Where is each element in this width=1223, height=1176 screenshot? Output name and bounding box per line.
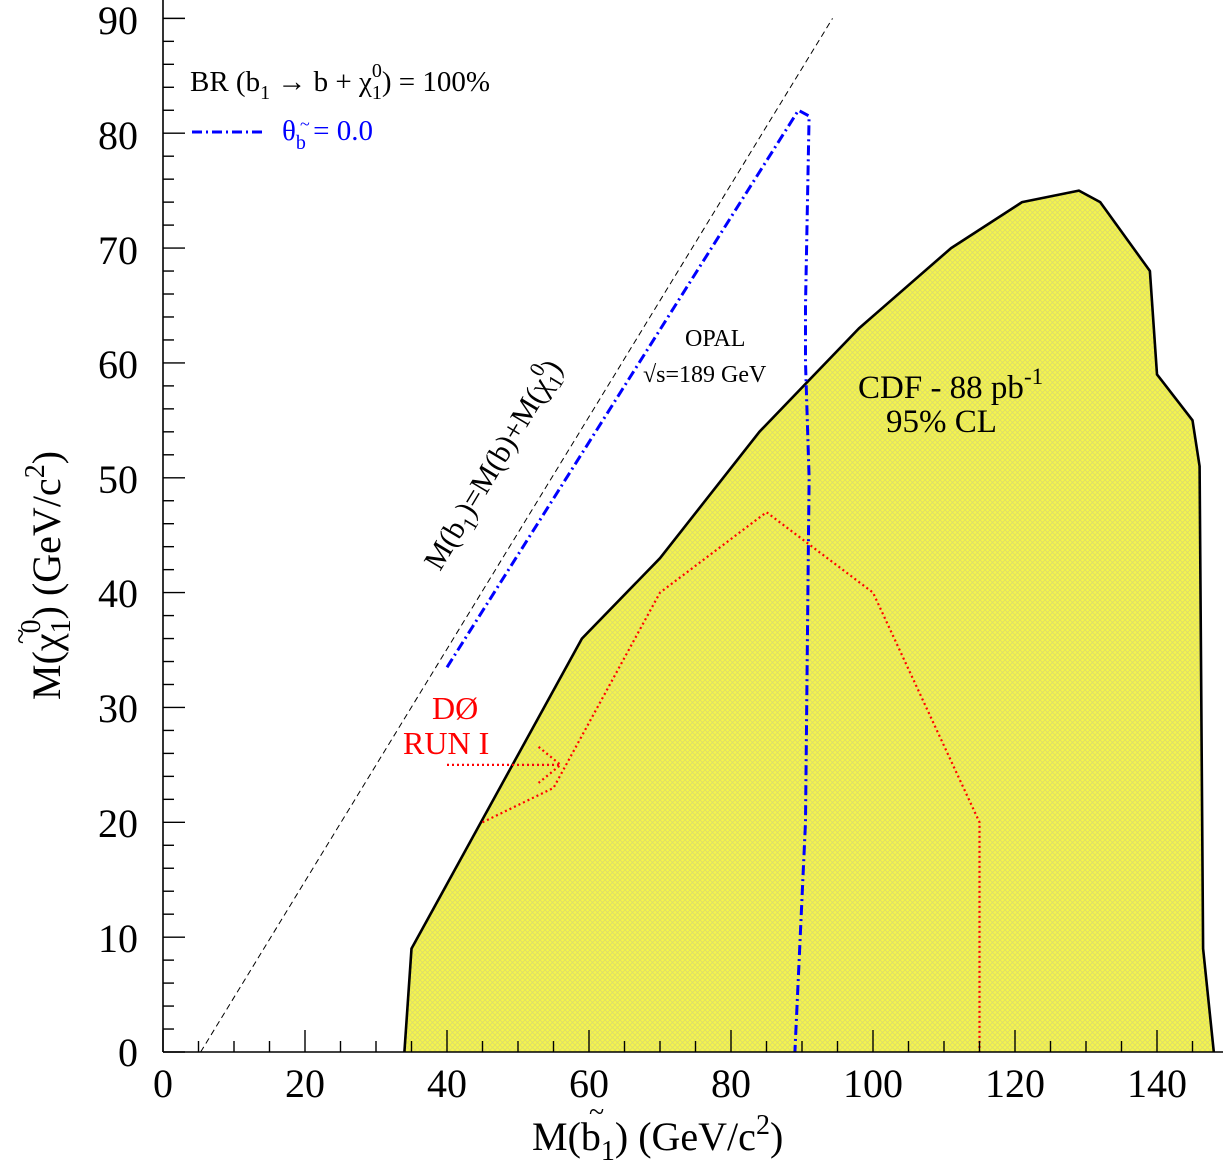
- y-tick-label: 30: [98, 686, 138, 731]
- legend-br-part: ) = 100%: [382, 66, 490, 98]
- y-axis-title: M(χ10) (GeV/c2) ~: [6, 451, 77, 700]
- x-tick-labels: 0 20 40 60 80 100 120 140: [153, 1061, 1187, 1106]
- legend: BR (b1 → b + χ10) = 100% θb = 0.0 ~: [190, 60, 490, 154]
- legend-opal-part: = 0.0: [306, 115, 373, 147]
- x-title-part: ) (GeV/c: [615, 1114, 756, 1159]
- plot-frame: [162, 0, 1223, 1053]
- x-title-part: b: [581, 1114, 601, 1159]
- legend-br-part: 0: [372, 60, 382, 82]
- y-tick-label: 50: [98, 457, 138, 502]
- y-title-part: 1: [46, 619, 77, 633]
- kinematic-limit-line: [200, 18, 833, 1053]
- opal-contour: [445, 108, 811, 1053]
- legend-br-part: BR (: [190, 66, 246, 98]
- legend-br-part: 1: [260, 82, 270, 104]
- y-tick-label: 60: [98, 342, 138, 387]
- x-tick-label: 40: [427, 1061, 467, 1106]
- cdf-excluded-region: [404, 190, 1214, 1053]
- y-title-part: ) (GeV/c: [24, 478, 69, 619]
- legend-br-part: b: [246, 66, 261, 98]
- y-title-part: ): [24, 451, 69, 464]
- cdf-region-outline: [403, 189, 1216, 1053]
- opal-label-line2: √s=189 GeV: [643, 362, 767, 388]
- x-tick-label: 80: [711, 1061, 751, 1106]
- opal-label-part: √: [643, 362, 657, 388]
- legend-br-text: BR (b1 → b + χ10) = 100%: [190, 60, 490, 104]
- y-tick-label: 10: [98, 916, 138, 961]
- d0-label-line1: DØ: [432, 690, 478, 726]
- legend-br-part: 1: [372, 82, 382, 104]
- kin-label-part: )=M(b)+M(: [450, 383, 552, 522]
- opal-label: OPAL √s=189 GeV: [643, 326, 767, 388]
- kinematic-line-label: M(b1)=M(b)+M(χ10): [412, 350, 574, 578]
- y-title-part: χ: [24, 633, 69, 652]
- cdf-label-line2: 95% CL: [886, 404, 997, 440]
- x-tick-label: 120: [985, 1061, 1045, 1106]
- legend-br-part: → b +: [270, 66, 359, 98]
- d0-contour: [482, 510, 981, 1052]
- d0-label-line2: RUN I: [403, 725, 489, 761]
- x-tick-label: 0: [153, 1061, 173, 1106]
- y-tick-label: 0: [118, 1030, 138, 1075]
- y-tick-label: 70: [98, 228, 138, 273]
- y-title-part: M(: [24, 651, 69, 700]
- y-title-part: 2: [20, 464, 51, 478]
- axis-ticks: [162, 17, 1194, 1053]
- cdf-label-part: -1: [1024, 364, 1043, 389]
- x-title-part: 1: [601, 1136, 615, 1167]
- svg-text:M(χ10) (GeV/c2): M(χ10) (GeV/c2): [16, 451, 77, 700]
- d0-label: DØ RUN I: [403, 690, 489, 761]
- x-title-part: ): [770, 1114, 783, 1159]
- legend-opal-tilde: ~: [300, 114, 310, 134]
- y-tick-label: 90: [98, 0, 138, 43]
- y-title-part: 0: [16, 619, 47, 633]
- cdf-label-part: CDF - 88 pb: [858, 370, 1024, 406]
- svg-text:M(b1) (GeV/c2): M(b1) (GeV/c2): [532, 1110, 783, 1167]
- x-axis-title: M(b1) (GeV/c2) ~: [532, 1097, 783, 1167]
- x-title-part: M(: [532, 1114, 581, 1159]
- cdf-label-line1: CDF - 88 pb-1: [858, 364, 1043, 406]
- y-tick-label: 20: [98, 801, 138, 846]
- x-title-part: 2: [756, 1110, 770, 1141]
- x-tick-label: 140: [1127, 1061, 1187, 1106]
- legend-opal-part: θ: [282, 115, 296, 147]
- y-tick-label: 40: [98, 571, 138, 616]
- opal-label-part: s=189 GeV: [656, 362, 767, 388]
- x-tick-label: 100: [843, 1061, 903, 1106]
- cdf-label: CDF - 88 pb-1 95% CL: [858, 364, 1043, 440]
- y-tick-label: 80: [98, 113, 138, 158]
- legend-br-part: χ: [358, 66, 372, 98]
- x-tick-label: 60: [569, 1061, 609, 1106]
- y-title-tilde: ~: [6, 629, 37, 644]
- opal-label-line1: OPAL: [685, 326, 745, 352]
- legend-opal-text: θb = 0.0: [282, 115, 373, 154]
- svg-text:M(b1)=M(b)+M(χ10): M(b1)=M(b)+M(χ10): [412, 350, 574, 578]
- x-tick-label: 20: [285, 1061, 325, 1106]
- y-tick-labels: 0 10 20 30 40 50 60 70 80 90: [98, 0, 138, 1075]
- x-title-tilde: ~: [589, 1097, 604, 1128]
- legend-opal-part: b: [296, 132, 306, 154]
